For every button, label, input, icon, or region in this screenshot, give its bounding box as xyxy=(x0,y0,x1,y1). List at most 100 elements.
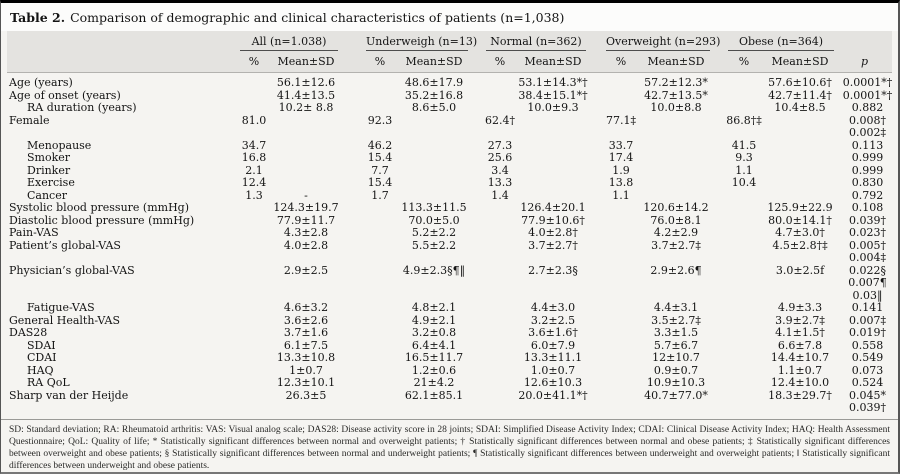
mean-sd-value: 4.9±2.3§¶‖ xyxy=(402,263,466,277)
mean-sd-value: 12.6±10.3 xyxy=(523,376,583,389)
mean-sd-value: 4.3±2.8 xyxy=(283,226,329,239)
row-label: RA QoL xyxy=(27,376,70,389)
mean-sd-value: 1.2±0.6 xyxy=(411,363,457,377)
mean-sd-value: 5.2±2.2 xyxy=(411,226,457,239)
mean-sd-value: 3.2±0.8 xyxy=(411,326,457,339)
mean-sd-value: 16.5±11.7 xyxy=(404,351,464,364)
subheader-mean-sd: Mean±SD xyxy=(405,55,463,68)
group-header-row: All (n=1.038) Underweigh (n=13) Normal (… xyxy=(7,35,892,51)
row-label: HAQ xyxy=(27,363,54,377)
table-row: Smoker 16.8 15.4 25.6 17.4 9.3 0.999 xyxy=(1,151,898,165)
table-row: Sharp van der Heijde 26.3±5 62.1±85.1 20.0±… xyxy=(1,388,898,403)
mean-sd-value: 4.6±3.2 xyxy=(283,301,329,314)
mean-sd-value: 4.8±2.1 xyxy=(411,301,457,314)
mean-sd-value: 3.6±2.6 xyxy=(283,313,329,327)
subheader-mean-sd: Mean±SD xyxy=(524,55,582,68)
pct-value: 62.4† xyxy=(485,113,515,127)
mean-sd-value: 56.1±12.6 xyxy=(276,76,336,89)
mean-sd-value: 20.0±41.1*† xyxy=(518,388,588,402)
p-value: 0.007‡ xyxy=(849,313,886,327)
column-group-all: All (n=1.038) xyxy=(240,35,338,51)
row-label: Age of onset (years) xyxy=(9,88,121,102)
mean-sd-value: 12.3±10.1 xyxy=(276,376,336,389)
mean-sd-value: 2.9±2.5 xyxy=(283,263,329,277)
pct-value: 77.1‡ xyxy=(606,113,636,127)
mean-sd-value: 4.0±2.8 xyxy=(283,238,329,252)
mean-sd-value: 3.7±1.6 xyxy=(283,326,329,339)
subheader-mean-sd: Mean±SD xyxy=(647,55,705,68)
subheader-pct: % xyxy=(248,55,260,68)
pct-value: 10.4 xyxy=(731,176,757,189)
mean-sd-value: 3.0±2.5f xyxy=(775,263,825,277)
p-value: 0.999 xyxy=(851,163,884,177)
row-label: Menopause xyxy=(27,138,92,152)
row-label: Smoker xyxy=(27,151,71,164)
pct-value: 1.1 xyxy=(612,188,630,202)
row-label: Fatigue-VAS xyxy=(27,301,95,314)
mean-sd-value: 76.0±8.1 xyxy=(650,213,702,227)
pct-value: 1.4 xyxy=(491,188,509,202)
table-row: SDAI 6.1±7.5 6.4±4.1 6.0±7.9 5.7±6.7 6.6±7.8 0… xyxy=(1,338,898,353)
pct-value: 7.7 xyxy=(371,163,389,177)
mean-sd-value: 4.9±3.3 xyxy=(777,301,823,314)
table-caption: Table 2. Comparison of demographic and c… xyxy=(1,3,898,31)
mean-sd-value: 124.3±19.7 xyxy=(273,201,339,214)
mean-sd-value: 2.9±2.6¶ xyxy=(650,263,702,277)
pct-value: 46.2 xyxy=(367,138,393,152)
pct-value: 41.5 xyxy=(731,138,757,152)
row-label: Age (years) xyxy=(9,76,73,89)
mean-sd-value: 3.2±2.5 xyxy=(530,313,576,327)
pct-value: 1.9 xyxy=(612,163,630,177)
mean-sd-value: 3.7±2.7‡ xyxy=(651,238,701,252)
p-value: 0.03‖ xyxy=(852,288,883,302)
p-value: 0.524 xyxy=(851,376,884,389)
mean-sd-value: 4.4±3.1 xyxy=(653,301,699,314)
p-value: 0.830 xyxy=(851,176,884,189)
mean-sd-value: 12.4±10.0 xyxy=(770,376,830,389)
p-value: 0.019† xyxy=(849,326,886,339)
row-label: Diastolic blood pressure (mmHg) xyxy=(9,213,195,227)
subheader-mean-sd: Mean±SD xyxy=(771,55,829,68)
pct-value: 34.7 xyxy=(241,138,267,152)
table-row: Physician’s global-VAS 2.9±2.5 4.9±2.3§¶‖ 2… xyxy=(1,263,898,278)
pct-value: 92.3 xyxy=(367,113,393,127)
mean-sd-value: 70.0±5.0 xyxy=(408,213,460,227)
table-row-continuation: 0.039† xyxy=(1,401,898,415)
mean-sd-value: 4.5±2.8†‡ xyxy=(772,238,828,252)
table-row: DAS28 3.7±1.6 3.2±0.8 3.6±1.6† 3.3±1.5 4.1±1.… xyxy=(1,326,898,340)
pct-value: 13.8 xyxy=(608,176,634,189)
row-label: Sharp van der Heijde xyxy=(9,388,129,402)
p-value: 0.022§ xyxy=(849,263,886,277)
subheader-pct: % xyxy=(374,55,386,68)
row-label: Patient’s global-VAS xyxy=(9,238,121,252)
p-value: 0.0001*† xyxy=(842,76,893,89)
table-row: CDAI 13.3±10.8 16.5±11.7 13.3±11.1 12±10.7 14… xyxy=(1,351,898,365)
mean-sd-value: 80.0±14.1† xyxy=(768,213,832,227)
mean-sd-value: 57.2±12.3* xyxy=(644,76,708,89)
row-label: Cancer xyxy=(27,188,67,202)
table-row: Diastolic blood pressure (mmHg) 77.9±11.7… xyxy=(1,213,898,228)
table-row: Patient’s global-VAS 4.0±2.8 5.5±2.2 3.7±2.… xyxy=(1,238,898,253)
mean-sd-value: 0.9±0.7 xyxy=(653,363,699,377)
mean-sd-value: 1.1±0.7 xyxy=(777,363,823,377)
mean-sd-value: 3.6±1.6† xyxy=(528,326,578,339)
row-label: Drinker xyxy=(27,163,71,177)
mean-sd-value: 6.6±7.8 xyxy=(777,338,823,352)
footnote-text: SD: Standard deviation; RA: Rheumatoid a… xyxy=(9,424,890,472)
mean-sd-value: 125.9±22.9 xyxy=(767,201,833,214)
pct-value: 25.6 xyxy=(487,151,513,164)
p-value: 0.007¶ xyxy=(848,276,887,289)
mean-sd-value: 38.4±15.1*† xyxy=(518,88,588,102)
table-row-continuation: 0.004‡ xyxy=(1,251,898,265)
row-label: General Health-VAS xyxy=(9,313,120,327)
row-label: CDAI xyxy=(27,351,57,364)
subheader-p: p xyxy=(860,55,869,68)
footnote-divider xyxy=(1,418,898,420)
p-value: 0.999 xyxy=(851,151,884,164)
mean-sd-value: 77.9±11.7 xyxy=(276,213,336,227)
row-label: DAS28 xyxy=(9,326,48,339)
mean-sd-value: 13.3±10.8 xyxy=(276,351,336,364)
mean-sd-value: 57.6±10.6† xyxy=(768,76,832,89)
mean-sd-value: 2.7±2.3§ xyxy=(528,263,578,277)
mean-sd-value: 3.9±2.7‡ xyxy=(775,313,825,327)
